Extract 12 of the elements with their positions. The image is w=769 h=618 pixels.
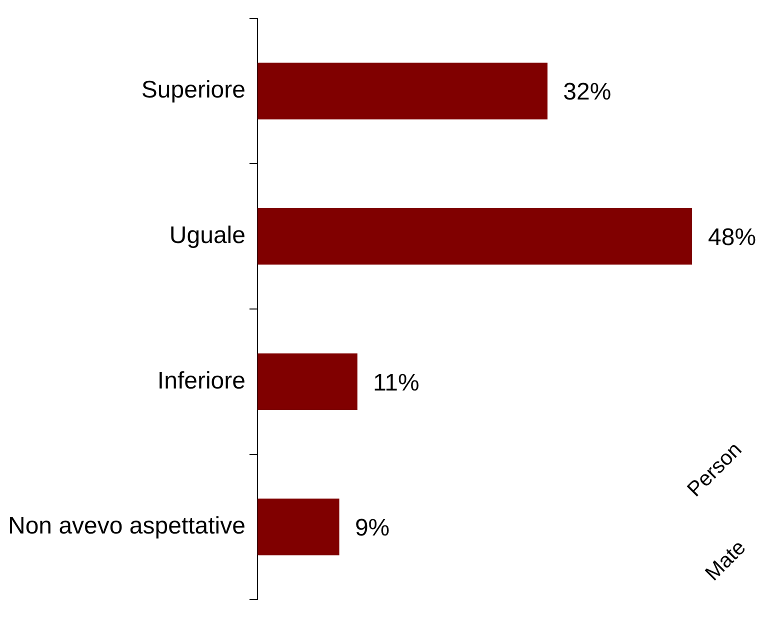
- bar: [257, 62, 548, 120]
- y-tick-label: Non avevo aspettative: [8, 512, 246, 540]
- bar: [257, 353, 358, 410]
- data-label: 48%: [708, 224, 756, 251]
- data-label: 11%: [373, 369, 420, 396]
- bar: [257, 498, 340, 556]
- y-tick-label: Uguale: [169, 222, 246, 249]
- y-tick-label: Inferiore: [157, 367, 246, 394]
- y-tick-label: Superiore: [141, 76, 246, 104]
- data-label: 32%: [563, 78, 612, 106]
- data-label: 9%: [354, 514, 390, 542]
- bar: [257, 208, 692, 265]
